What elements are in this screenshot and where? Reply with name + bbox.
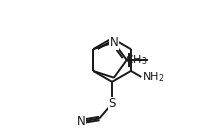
Text: N: N	[77, 115, 85, 128]
Text: NH$_2$: NH$_2$	[142, 70, 165, 84]
Text: N: N	[109, 36, 118, 49]
Text: S: S	[108, 97, 116, 110]
Text: CH$_3$: CH$_3$	[125, 53, 148, 67]
